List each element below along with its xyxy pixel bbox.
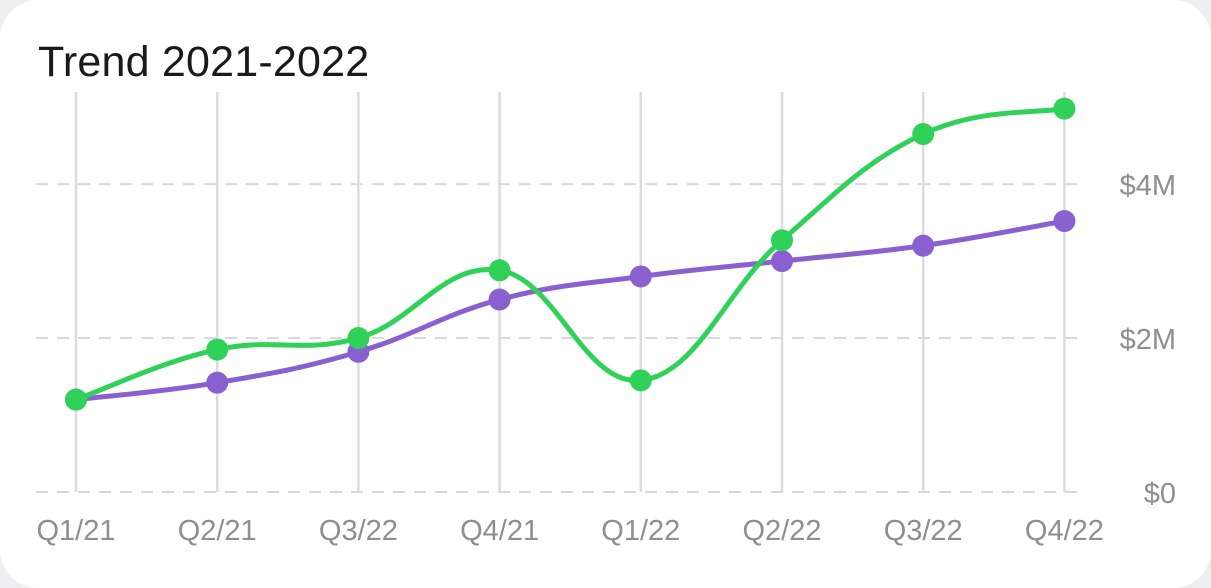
data-point	[629, 369, 652, 392]
x-tick-label: Q1/21	[37, 515, 116, 547]
x-tick-label: Q4/22	[1025, 515, 1104, 547]
data-point	[65, 388, 87, 411]
data-point	[912, 234, 935, 257]
x-tick-label: Q2/22	[743, 515, 822, 547]
data-point	[488, 288, 511, 311]
x-tick-label: Q4/21	[460, 515, 539, 547]
x-tick-label: Q3/22	[884, 515, 963, 547]
y-tick-label: $4M	[1120, 170, 1176, 202]
series-line	[73, 218, 1067, 403]
y-tick-label: $2M	[1120, 324, 1176, 356]
data-point	[206, 338, 229, 361]
data-point	[488, 259, 511, 282]
x-tick-label: Q2/21	[178, 515, 257, 547]
data-point	[347, 327, 370, 350]
series-line	[73, 106, 1067, 403]
data-point	[771, 250, 793, 273]
data-point	[1053, 97, 1076, 120]
y-tick-label: $0	[1144, 478, 1176, 510]
x-tick-label: Q3/22	[319, 515, 398, 547]
data-point	[771, 229, 793, 252]
data-point	[912, 123, 935, 146]
data-point	[629, 265, 652, 288]
data-point	[206, 371, 229, 394]
data-point	[1053, 210, 1076, 233]
chart-title: Trend 2021-2022	[38, 38, 370, 86]
x-tick-label: Q1/22	[601, 515, 680, 547]
